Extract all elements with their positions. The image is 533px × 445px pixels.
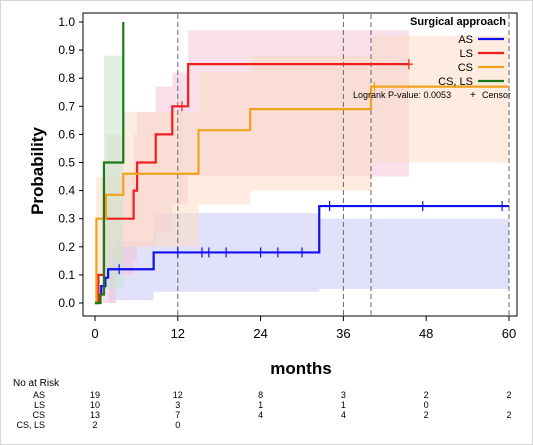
- at-risk-row: LS 10 3 1 1 0: [1, 400, 533, 411]
- confidence-band-cs-ls: [95, 55, 124, 303]
- at-risk-count: 1: [258, 400, 264, 410]
- at-risk-count: 10: [89, 400, 100, 410]
- at-risk-count: 2: [423, 410, 429, 420]
- censor-mark: [222, 247, 231, 258]
- y-tick-label: 0.2: [58, 240, 75, 254]
- legend-label: AS: [458, 34, 473, 46]
- confidence-bands: [95, 30, 509, 304]
- at-risk-count: 1: [340, 400, 346, 410]
- censor-mark: [177, 101, 186, 112]
- at-risk-count: 0: [423, 400, 429, 410]
- censor-mark: [418, 201, 427, 212]
- legend-title: Surgical approach: [410, 16, 506, 28]
- at-risk-count: 13: [89, 410, 100, 420]
- censor-mark: [498, 201, 507, 212]
- y-tick-label: 0.1: [58, 268, 75, 282]
- at-risk-count: 3: [340, 390, 346, 400]
- at-risk-count: 3: [175, 400, 181, 410]
- confidence-band-cs: [95, 36, 509, 304]
- y-tick-label: 0.3: [58, 212, 75, 226]
- censor-marks: [115, 59, 507, 275]
- at-risk-count: 2: [506, 390, 512, 400]
- series-line-cs: [95, 85, 509, 305]
- y-axis-label: Probability: [28, 127, 47, 215]
- x-tick-label: 60: [502, 326, 516, 341]
- at-risk-count: 4: [258, 410, 264, 420]
- at-risk-count: 2: [92, 420, 98, 430]
- x-tick-label: 36: [336, 326, 350, 341]
- censor-mark: [273, 247, 282, 258]
- at-risk-group: CS: [32, 410, 45, 420]
- at-risk-count: 12: [172, 390, 183, 400]
- at-risk-row: CS 13 7 4 4 2 2: [1, 410, 533, 421]
- y-tick-label: 0.8: [58, 71, 75, 85]
- at-risk-row: CS, LS 2 0: [1, 420, 533, 431]
- censor-mark: [197, 247, 206, 258]
- at-risk-count: 8: [258, 390, 264, 400]
- plot-border: [82, 12, 518, 317]
- y-tick-label: 0.0: [58, 296, 75, 310]
- at-risk-count: 2: [423, 390, 429, 400]
- censor-mark: [298, 247, 306, 258]
- at-risk-group: AS: [32, 390, 45, 400]
- at-risk-group: CS, LS: [16, 420, 45, 430]
- x-tick-label: 24: [253, 326, 267, 341]
- at-risk-group: LS: [33, 400, 45, 410]
- censor-mark: [204, 247, 213, 258]
- legend: Surgical approach AS LS CS CS, LS Logrank P…: [353, 16, 511, 101]
- at-risk-count: 19: [89, 390, 100, 400]
- censor-mark: [404, 59, 413, 70]
- at-risk-count: 4: [340, 410, 346, 420]
- y-tick-label: 0.9: [58, 43, 75, 57]
- at-risk-count: 0: [175, 420, 181, 430]
- y-tick-label: 0.7: [58, 99, 75, 113]
- censor-legend-label: Censor: [482, 90, 511, 100]
- censor-mark: [370, 81, 379, 92]
- axes: 0.0 0.1 0.2 0.3 0.4 0.5 0.6 0.7 0.8 0.9 1.0 0 12 24 36…: [58, 15, 516, 341]
- y-tick-label: 0.4: [58, 184, 75, 198]
- x-tick-label: 0: [91, 326, 98, 341]
- y-tick-label: 0.5: [58, 156, 75, 170]
- x-axis-label: months: [270, 359, 331, 376]
- series-line-cs-ls: [95, 22, 125, 305]
- km-plot: 0.0 0.1 0.2 0.3 0.4 0.5 0.6 0.7 0.8 0.9 1.0 0 12 24 36…: [28, 12, 518, 376]
- legend-label: LS: [460, 48, 473, 60]
- at-risk-count: 2: [506, 410, 512, 420]
- at-risk-row: AS 19 12 8 3 2 2: [1, 390, 533, 401]
- x-tick-label: 48: [419, 326, 433, 341]
- at-risk-title: No at Risk: [13, 378, 60, 389]
- y-tick-label: 1.0: [58, 15, 75, 29]
- censor-legend-symbol: +: [470, 90, 476, 101]
- censor-mark: [173, 247, 182, 258]
- x-tick-label: 12: [171, 326, 185, 341]
- legend-label: CS: [458, 62, 473, 74]
- logrank-pvalue: Logrank P-value: 0.0053: [353, 90, 451, 100]
- censor-mark: [115, 264, 124, 275]
- confidence-band-as: [95, 134, 509, 303]
- at-risk-count: 7: [175, 410, 181, 420]
- censor-mark: [325, 201, 334, 212]
- censor-mark: [256, 247, 265, 258]
- y-tick-label: 0.6: [58, 127, 75, 141]
- legend-label: CS, LS: [438, 76, 473, 88]
